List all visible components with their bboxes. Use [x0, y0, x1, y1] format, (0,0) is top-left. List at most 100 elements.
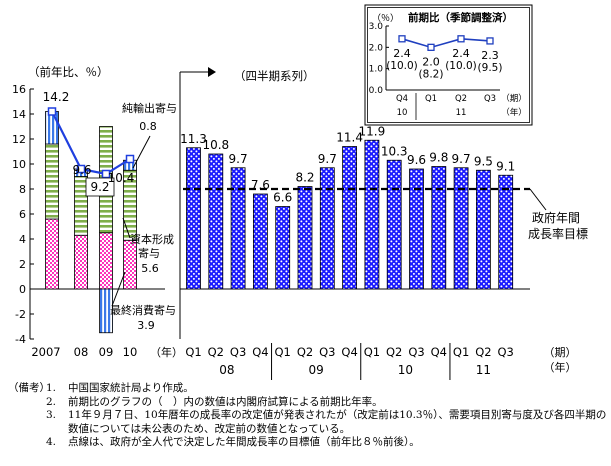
inset-line [401, 37, 491, 49]
quarterly-value-label: 11.3 [180, 132, 207, 146]
quarterly-bar [453, 167, 469, 290]
target-leader [529, 188, 547, 211]
quarterly-value-label: 9.6 [407, 153, 426, 167]
quarterly-x-tick-label: Q1 [364, 345, 380, 359]
quarterly-bar [208, 153, 224, 290]
growth-label: 9.6 [72, 163, 91, 177]
annotation-net-exports: 純輸出寄与 [122, 101, 177, 115]
quarterly-value-label: 6.6 [273, 191, 292, 205]
note-number: 2. [46, 395, 57, 408]
quarterly-value-label: 9.8 [429, 151, 448, 165]
annotation-final-consumption: 最終消費寄与 [110, 303, 176, 317]
quarterly-x-tick-label: Q2 [208, 345, 224, 359]
note-text: 中国国家統計局より作成。 [68, 382, 194, 394]
quarterly-year-axis-label: （年） [544, 360, 577, 374]
notes-heading: （備考） [8, 382, 50, 394]
target-label: 政府年間 [532, 210, 580, 225]
growth-label: 10.4 [108, 171, 135, 185]
note-row: 2. 前期比のグラフの（ ）内の数値は内閣府試算による前期比年率。 [8, 396, 608, 410]
quarterly-value-label: 9.5 [474, 154, 493, 168]
annual-bar-segment [74, 176, 88, 236]
inset-x-tick-label: Q1 [425, 94, 437, 104]
annual-y-tick-label: 4 [19, 233, 26, 246]
annual-bar-segment [45, 111, 59, 145]
annual-x-tick-label: 08 [74, 345, 89, 359]
quarterly-chart: （四半期系列） 11.3Q110.8Q29.7Q37.6Q46.6Q18.2Q2… [179, 67, 588, 380]
note-row: 3. 11年９月７日、10年暦年の成長率の改定値が発表されたが（改定前は10.3… [8, 409, 608, 436]
annual-y-tick-label: -2 [15, 308, 26, 321]
quarterly-x-tick-label: Q4 [341, 345, 357, 359]
annual-bar-segment [45, 218, 59, 290]
quarterly-x-tick-label: Q3 [408, 345, 424, 359]
inset-chart: （％） 前期比（季節調整済） 0.01.02.03.02.4(10.0)Q42.… [364, 4, 533, 126]
inset-paren-label: (8.2) [419, 68, 444, 80]
quarterly-value-label: 11.4 [336, 131, 363, 145]
quarterly-bar [252, 193, 268, 290]
inset-y-tick-label: 2.0 [369, 43, 384, 53]
annotation-capital-formation: 寄与 [138, 246, 160, 260]
annual-y-tick-label: 14 [12, 108, 26, 121]
quarterly-x-tick-label: Q3 [319, 345, 335, 359]
inset-y-tick-label: 3.0 [369, 22, 384, 32]
annual-x-tick-label: 09 [99, 345, 114, 359]
notes: （備考） 1. 中国国家統計局より作成。 2. 前期比のグラフの（ ）内の数値は… [8, 382, 608, 450]
growth-marker [101, 169, 111, 179]
note-row: （備考） 1. 中国国家統計局より作成。 [8, 382, 608, 396]
inset-marker [457, 35, 465, 43]
inset-year-label: 10 [397, 108, 408, 118]
quarterly-year-label: 08 [219, 363, 234, 377]
quarterly-bar [319, 167, 335, 290]
inset-value-label: 2.3 [481, 49, 499, 62]
annual-y-tick-label: 6 [19, 208, 26, 221]
growth-label-box [85, 177, 115, 197]
note-number: 3. [46, 409, 57, 422]
quarterly-year-label: 10 [398, 363, 413, 377]
annotation-final-consumption-value: 3.9 [137, 319, 155, 332]
growth-label: 9.2 [90, 180, 109, 194]
quarterly-x-tick-label: Q2 [386, 345, 402, 359]
annual-bar-segment [45, 143, 59, 220]
annual-bar-segment [99, 288, 113, 334]
annual-y-tick-label: 0 [19, 283, 26, 296]
inset-frame [364, 4, 533, 126]
annual-x-tick-label: 10 [123, 345, 138, 359]
inset-year-axis-label: （年） [501, 107, 527, 118]
quarterly-x-tick-label: Q2 [475, 345, 491, 359]
inset-x-tick-label: Q4 [396, 94, 408, 104]
inset-value-label: 2.4 [393, 47, 411, 60]
annual-bar-segment [99, 232, 113, 290]
quarterly-value-label: 11.9 [359, 124, 386, 138]
inset-marker [398, 35, 406, 43]
quarterly-bar [186, 147, 201, 290]
annual-x-tick-label: 2007 [31, 345, 60, 359]
quarterly-x-tick-label: Q1 [185, 345, 201, 359]
quarterly-bar [475, 169, 491, 290]
figure: （前年比、％） -4 -2 0 2 4 6 8 10 12 14 16 2007 08 09 10 14.… [12, 4, 588, 380]
annotation-leader [111, 271, 126, 307]
annotation-capital-formation-value: 5.6 [141, 262, 159, 275]
quarterly-bar [297, 186, 313, 290]
inset-y-axis-label: （％） [372, 13, 399, 24]
note-number: 1. [46, 382, 57, 394]
annual-x-axis-label: （年） [150, 345, 183, 359]
note-text: 前期比のグラフの（ ）内の数値は内閣府試算による前期比年率。 [68, 395, 383, 408]
growth-marker [47, 107, 57, 116]
inset-value-label: 2.0 [422, 55, 440, 68]
note-text: 点線は、政府が全人代で決定した年間成長率の目標値（前年比８％前後）。 [68, 436, 420, 449]
annual-y-tick-label: 10 [12, 158, 26, 171]
annotation-leader [132, 135, 151, 169]
annual-chart: （前年比、％） -4 -2 0 2 4 6 8 10 12 14 16 2007 08 09 10 14.… [12, 65, 183, 359]
annual-bar-segment [123, 239, 137, 290]
inset-title: 前期比（季節調整済） [408, 11, 513, 24]
quarterly-year-label: 11 [476, 363, 491, 377]
inset-x-tick-label: Q2 [455, 94, 467, 104]
inset-frame-inner [367, 7, 530, 123]
annual-y-axis-label: （前年比、％） [28, 65, 109, 79]
quarterly-bar [431, 166, 447, 290]
quarterly-bar [275, 206, 291, 290]
inset-paren-label: (10.0) [386, 60, 418, 72]
inset-y-tick-label: 0.0 [369, 86, 384, 96]
note-row: 4. 点線は、政府が全人代で決定した年間成長率の目標値（前年比８％前後）。 [8, 436, 608, 450]
